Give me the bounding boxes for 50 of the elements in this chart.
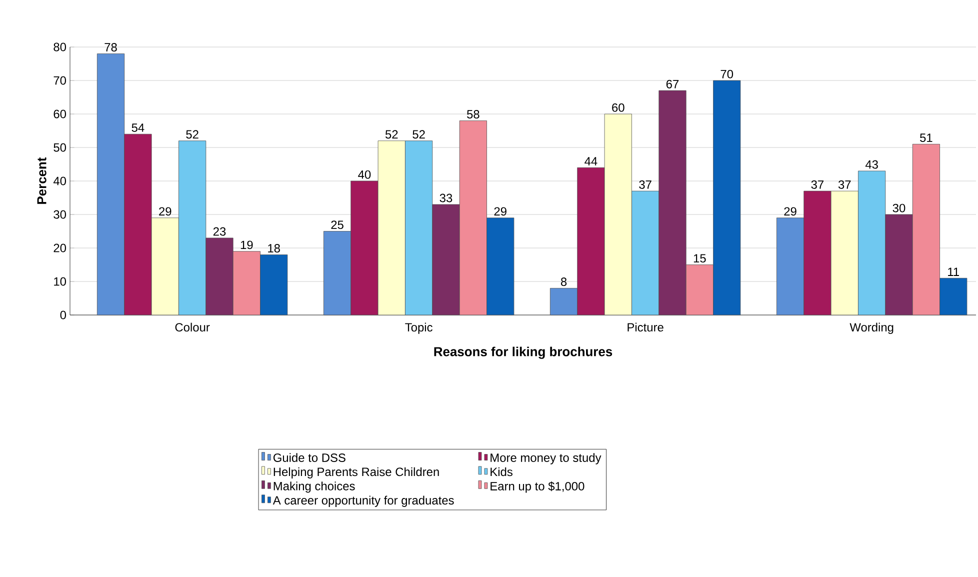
- y-tick-label: 30: [54, 210, 66, 219]
- data-label: 37: [838, 180, 851, 189]
- x-tick-label: Colour: [175, 322, 210, 332]
- data-label: 23: [213, 227, 226, 236]
- y-tick-label: 80: [54, 42, 66, 52]
- data-label: 58: [467, 110, 480, 118]
- data-label: 11: [948, 268, 959, 276]
- data-label: 70: [720, 70, 734, 78]
- y-tick-label: 50: [54, 143, 66, 152]
- y-tick-label: 10: [54, 277, 66, 286]
- y-tick-label: 70: [54, 76, 66, 85]
- data-label: 19: [240, 240, 253, 250]
- data-label: 37: [639, 180, 652, 189]
- data-label: 8: [560, 278, 567, 286]
- data-label: 43: [865, 160, 878, 169]
- data-label: 54: [132, 124, 144, 132]
- data-label: 52: [412, 130, 425, 139]
- data-label: 40: [358, 170, 371, 179]
- legend-label: Kids: [490, 467, 512, 476]
- data-label: 52: [186, 130, 198, 139]
- legend-label: Guide to DSS: [273, 453, 346, 462]
- y-tick-label: 40: [53, 176, 66, 186]
- y-tick-label: 60: [54, 110, 66, 118]
- data-label: 51: [920, 134, 932, 142]
- data-label: 15: [694, 254, 706, 263]
- x-axis-title: Reasons for liking brochures: [434, 346, 612, 359]
- legend-label: Earn up to $1,000: [490, 481, 584, 493]
- x-tick-label: Wording: [850, 322, 894, 334]
- data-label: 37: [811, 180, 824, 189]
- legend-label: Making choices: [274, 482, 355, 493]
- data-label: 25: [331, 220, 344, 230]
- x-tick-label: Topic: [405, 322, 432, 334]
- legend-label: More money to study: [490, 453, 602, 464]
- data-label: 18: [268, 244, 280, 252]
- data-label: 33: [440, 194, 452, 202]
- data-label: 67: [666, 80, 679, 88]
- data-label: 44: [584, 157, 598, 166]
- y-axis-title: Percent: [37, 157, 46, 204]
- data-label: 29: [784, 207, 796, 216]
- legend-label: A career opportunity for graduates: [272, 496, 454, 507]
- data-label: 52: [385, 130, 398, 139]
- x-tick-label: Picture: [628, 322, 664, 332]
- data-label: 78: [104, 43, 117, 52]
- y-tick-label: 0: [60, 310, 66, 320]
- legend-label: Helping Parents Raise Children: [274, 467, 439, 478]
- data-label: 29: [159, 207, 172, 216]
- data-label: 30: [892, 204, 906, 212]
- y-tick-label: 20: [54, 244, 66, 252]
- data-label: 29: [494, 207, 506, 216]
- data-label: 60: [612, 103, 624, 112]
